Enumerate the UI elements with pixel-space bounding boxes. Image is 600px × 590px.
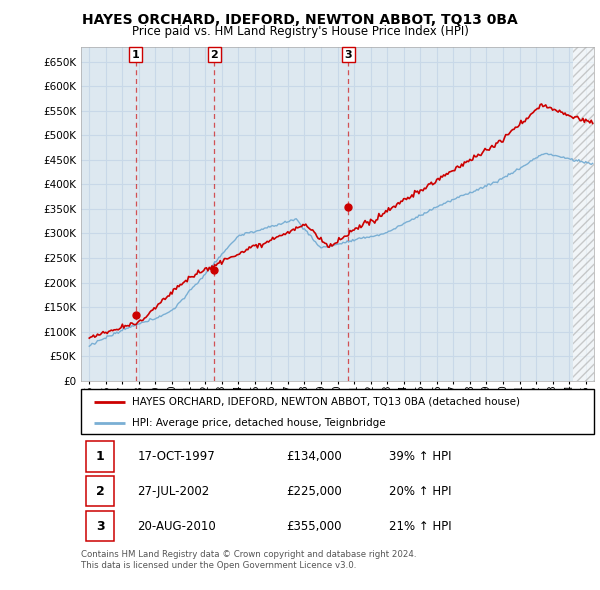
Text: 1: 1	[132, 50, 139, 60]
Text: 27-JUL-2002: 27-JUL-2002	[137, 484, 209, 498]
Text: 17-OCT-1997: 17-OCT-1997	[137, 450, 215, 463]
Text: This data is licensed under the Open Government Licence v3.0.: This data is licensed under the Open Gov…	[81, 560, 356, 569]
Text: £225,000: £225,000	[286, 484, 342, 498]
Text: 1: 1	[96, 450, 104, 463]
Text: £355,000: £355,000	[286, 520, 342, 533]
FancyBboxPatch shape	[86, 511, 115, 542]
Text: 3: 3	[96, 520, 104, 533]
Text: HAYES ORCHARD, IDEFORD, NEWTON ABBOT, TQ13 0BA (detached house): HAYES ORCHARD, IDEFORD, NEWTON ABBOT, TQ…	[133, 397, 520, 407]
Text: 20-AUG-2010: 20-AUG-2010	[137, 520, 216, 533]
Text: 39% ↑ HPI: 39% ↑ HPI	[389, 450, 451, 463]
Text: 2: 2	[211, 50, 218, 60]
Text: 3: 3	[344, 50, 352, 60]
Text: Price paid vs. HM Land Registry's House Price Index (HPI): Price paid vs. HM Land Registry's House …	[131, 25, 469, 38]
Text: £134,000: £134,000	[286, 450, 342, 463]
FancyBboxPatch shape	[86, 441, 115, 471]
Text: 21% ↑ HPI: 21% ↑ HPI	[389, 520, 451, 533]
Bar	[574, 47, 594, 381]
Text: 2: 2	[96, 484, 104, 498]
Text: Contains HM Land Registry data © Crown copyright and database right 2024.: Contains HM Land Registry data © Crown c…	[81, 550, 416, 559]
Text: 20% ↑ HPI: 20% ↑ HPI	[389, 484, 451, 498]
FancyBboxPatch shape	[86, 476, 115, 506]
Text: HPI: Average price, detached house, Teignbridge: HPI: Average price, detached house, Teig…	[133, 418, 386, 428]
Text: HAYES ORCHARD, IDEFORD, NEWTON ABBOT, TQ13 0BA: HAYES ORCHARD, IDEFORD, NEWTON ABBOT, TQ…	[82, 13, 518, 27]
FancyBboxPatch shape	[81, 389, 594, 434]
